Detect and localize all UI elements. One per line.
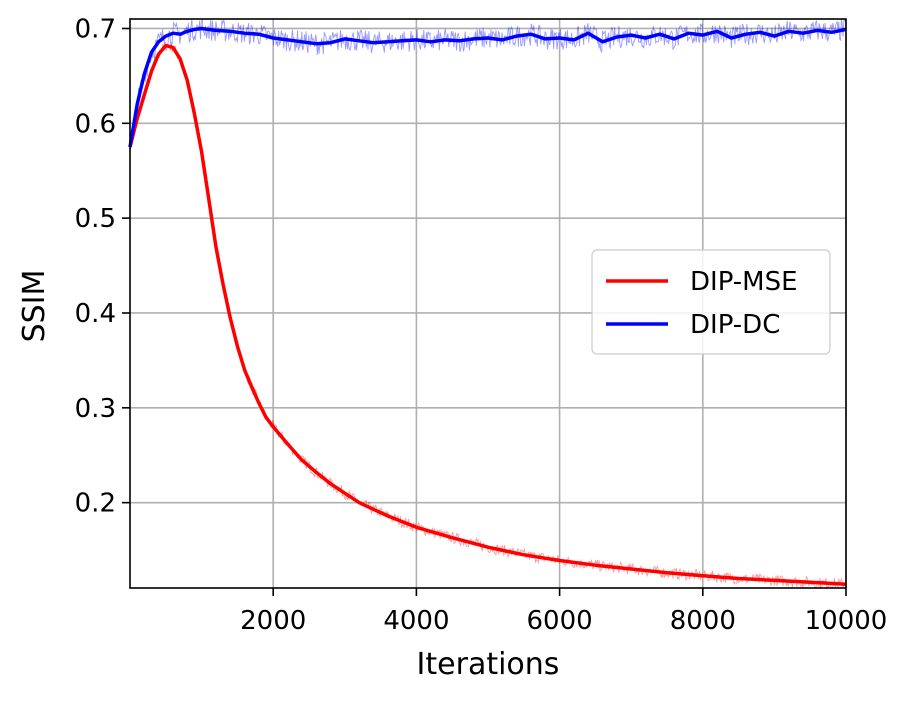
legend: DIP-MSE DIP-DC xyxy=(591,249,831,355)
plot-frame xyxy=(129,18,847,589)
series-layer xyxy=(128,26,847,586)
x-axis-label: Iterations xyxy=(417,647,560,682)
grid-layer xyxy=(130,19,847,588)
legend-box xyxy=(591,249,831,355)
series-line-dip-mse xyxy=(128,43,847,586)
x-tick-label: 10000 xyxy=(805,606,888,636)
x-tick-label: 4000 xyxy=(383,606,449,636)
series-line-dip-dc xyxy=(128,26,847,148)
legend-label-dip-mse: DIP-MSE xyxy=(690,267,798,297)
y-tick-label: 0.4 xyxy=(75,299,116,329)
x-tick-label: 6000 xyxy=(527,606,593,636)
y-tick-label: 0.5 xyxy=(75,204,116,234)
y-tick-label: 0.2 xyxy=(75,489,116,519)
x-tick-label: 8000 xyxy=(670,606,736,636)
legend-label-dip-dc: DIP-DC xyxy=(690,310,780,340)
x-tick-label: 2000 xyxy=(240,606,306,636)
y-tick-label: 0.6 xyxy=(75,109,116,139)
tick-layer: 2000 4000 6000 8000 10000 0.2 0.3 0.4 0.5 0.6 0.7 xyxy=(75,14,888,636)
y-tick-label: 0.7 xyxy=(75,14,116,44)
y-axis-label: SSIM xyxy=(17,270,52,343)
y-tick-label: 0.3 xyxy=(75,394,116,424)
